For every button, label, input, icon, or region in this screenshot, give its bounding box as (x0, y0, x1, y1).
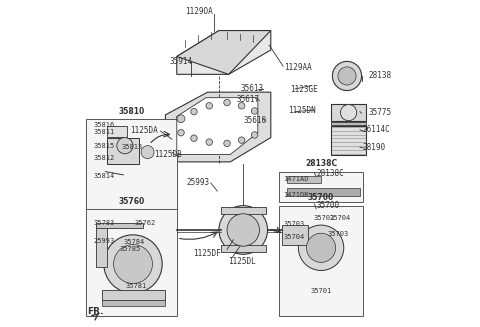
Text: 1125DB: 1125DB (154, 150, 181, 159)
Polygon shape (331, 122, 366, 125)
Text: 35775: 35775 (368, 108, 391, 117)
Circle shape (340, 105, 357, 121)
Text: 35810: 35810 (118, 107, 144, 115)
Text: 25993: 25993 (187, 178, 210, 187)
Polygon shape (287, 188, 360, 196)
Text: 35812: 35812 (94, 155, 115, 161)
Circle shape (239, 103, 245, 109)
Text: 35781: 35781 (126, 283, 147, 289)
Polygon shape (282, 225, 308, 245)
Text: 1125DL: 1125DL (228, 257, 256, 266)
Text: 25993: 25993 (94, 238, 115, 244)
Circle shape (227, 214, 260, 246)
Circle shape (306, 233, 336, 262)
Circle shape (104, 235, 162, 293)
Text: 35703: 35703 (327, 231, 349, 237)
Polygon shape (166, 92, 271, 162)
Circle shape (252, 132, 258, 138)
Circle shape (219, 206, 267, 254)
Text: 35704: 35704 (284, 234, 305, 240)
Circle shape (177, 115, 185, 123)
Text: 1471AD: 1471AD (283, 176, 308, 182)
Polygon shape (287, 177, 321, 183)
Text: 1471DR: 1471DR (283, 192, 308, 198)
Text: 35613: 35613 (240, 84, 264, 93)
Text: 35762: 35762 (134, 220, 156, 227)
Circle shape (191, 135, 197, 142)
Polygon shape (96, 227, 107, 267)
Text: FR.: FR. (87, 307, 104, 316)
Text: 35783: 35783 (94, 220, 115, 227)
Text: 1129AA: 1129AA (285, 63, 312, 72)
Polygon shape (102, 300, 166, 306)
Text: 35702: 35702 (313, 215, 335, 221)
Text: 35617: 35617 (237, 95, 260, 104)
Text: 35813: 35813 (121, 144, 143, 150)
Polygon shape (107, 126, 127, 137)
Text: 28138C: 28138C (316, 169, 344, 178)
Circle shape (191, 108, 197, 115)
Bar (86, 119, 177, 209)
Text: 35704: 35704 (329, 215, 351, 221)
Text: 1125DN: 1125DN (288, 107, 316, 115)
Text: 35700: 35700 (316, 200, 339, 210)
Polygon shape (102, 290, 166, 300)
Circle shape (224, 140, 230, 146)
Bar (279, 172, 363, 202)
Text: 35700: 35700 (308, 193, 334, 202)
Polygon shape (220, 207, 266, 214)
Text: 35814: 35814 (94, 173, 115, 179)
Circle shape (114, 245, 153, 284)
Polygon shape (96, 222, 143, 228)
Text: 35785: 35785 (120, 247, 141, 252)
Polygon shape (177, 30, 271, 74)
Circle shape (252, 108, 258, 114)
Polygon shape (220, 245, 266, 252)
Text: 28190: 28190 (362, 144, 386, 152)
Circle shape (117, 138, 133, 154)
Circle shape (141, 146, 154, 159)
Polygon shape (177, 30, 271, 74)
Circle shape (333, 61, 361, 91)
Circle shape (299, 225, 344, 270)
Text: 1125DF: 1125DF (193, 249, 220, 258)
Text: 35914: 35914 (170, 57, 193, 66)
Circle shape (206, 103, 213, 109)
Text: 35816: 35816 (94, 122, 115, 128)
Text: 26114C: 26114C (362, 125, 390, 134)
Text: 28138: 28138 (368, 71, 391, 80)
Circle shape (178, 129, 184, 136)
Circle shape (224, 99, 230, 106)
Text: 28138C: 28138C (305, 159, 337, 168)
Polygon shape (107, 138, 140, 164)
Text: 1123GE: 1123GE (290, 85, 318, 94)
Polygon shape (331, 126, 366, 155)
Text: 35610: 35610 (243, 115, 266, 125)
Text: 35703: 35703 (284, 221, 305, 228)
Circle shape (338, 67, 356, 85)
Circle shape (239, 137, 245, 144)
Bar (86, 209, 177, 316)
Text: 1125DA: 1125DA (131, 126, 158, 135)
Circle shape (206, 139, 213, 145)
Polygon shape (177, 98, 258, 154)
Text: 35760: 35760 (118, 197, 144, 206)
Text: 1129OA: 1129OA (185, 7, 213, 16)
Polygon shape (331, 104, 366, 121)
Text: 35784: 35784 (123, 239, 144, 245)
Text: 35815: 35815 (94, 143, 115, 149)
Bar (279, 206, 363, 316)
Text: 35811: 35811 (94, 129, 115, 135)
Text: 35701: 35701 (311, 287, 332, 294)
